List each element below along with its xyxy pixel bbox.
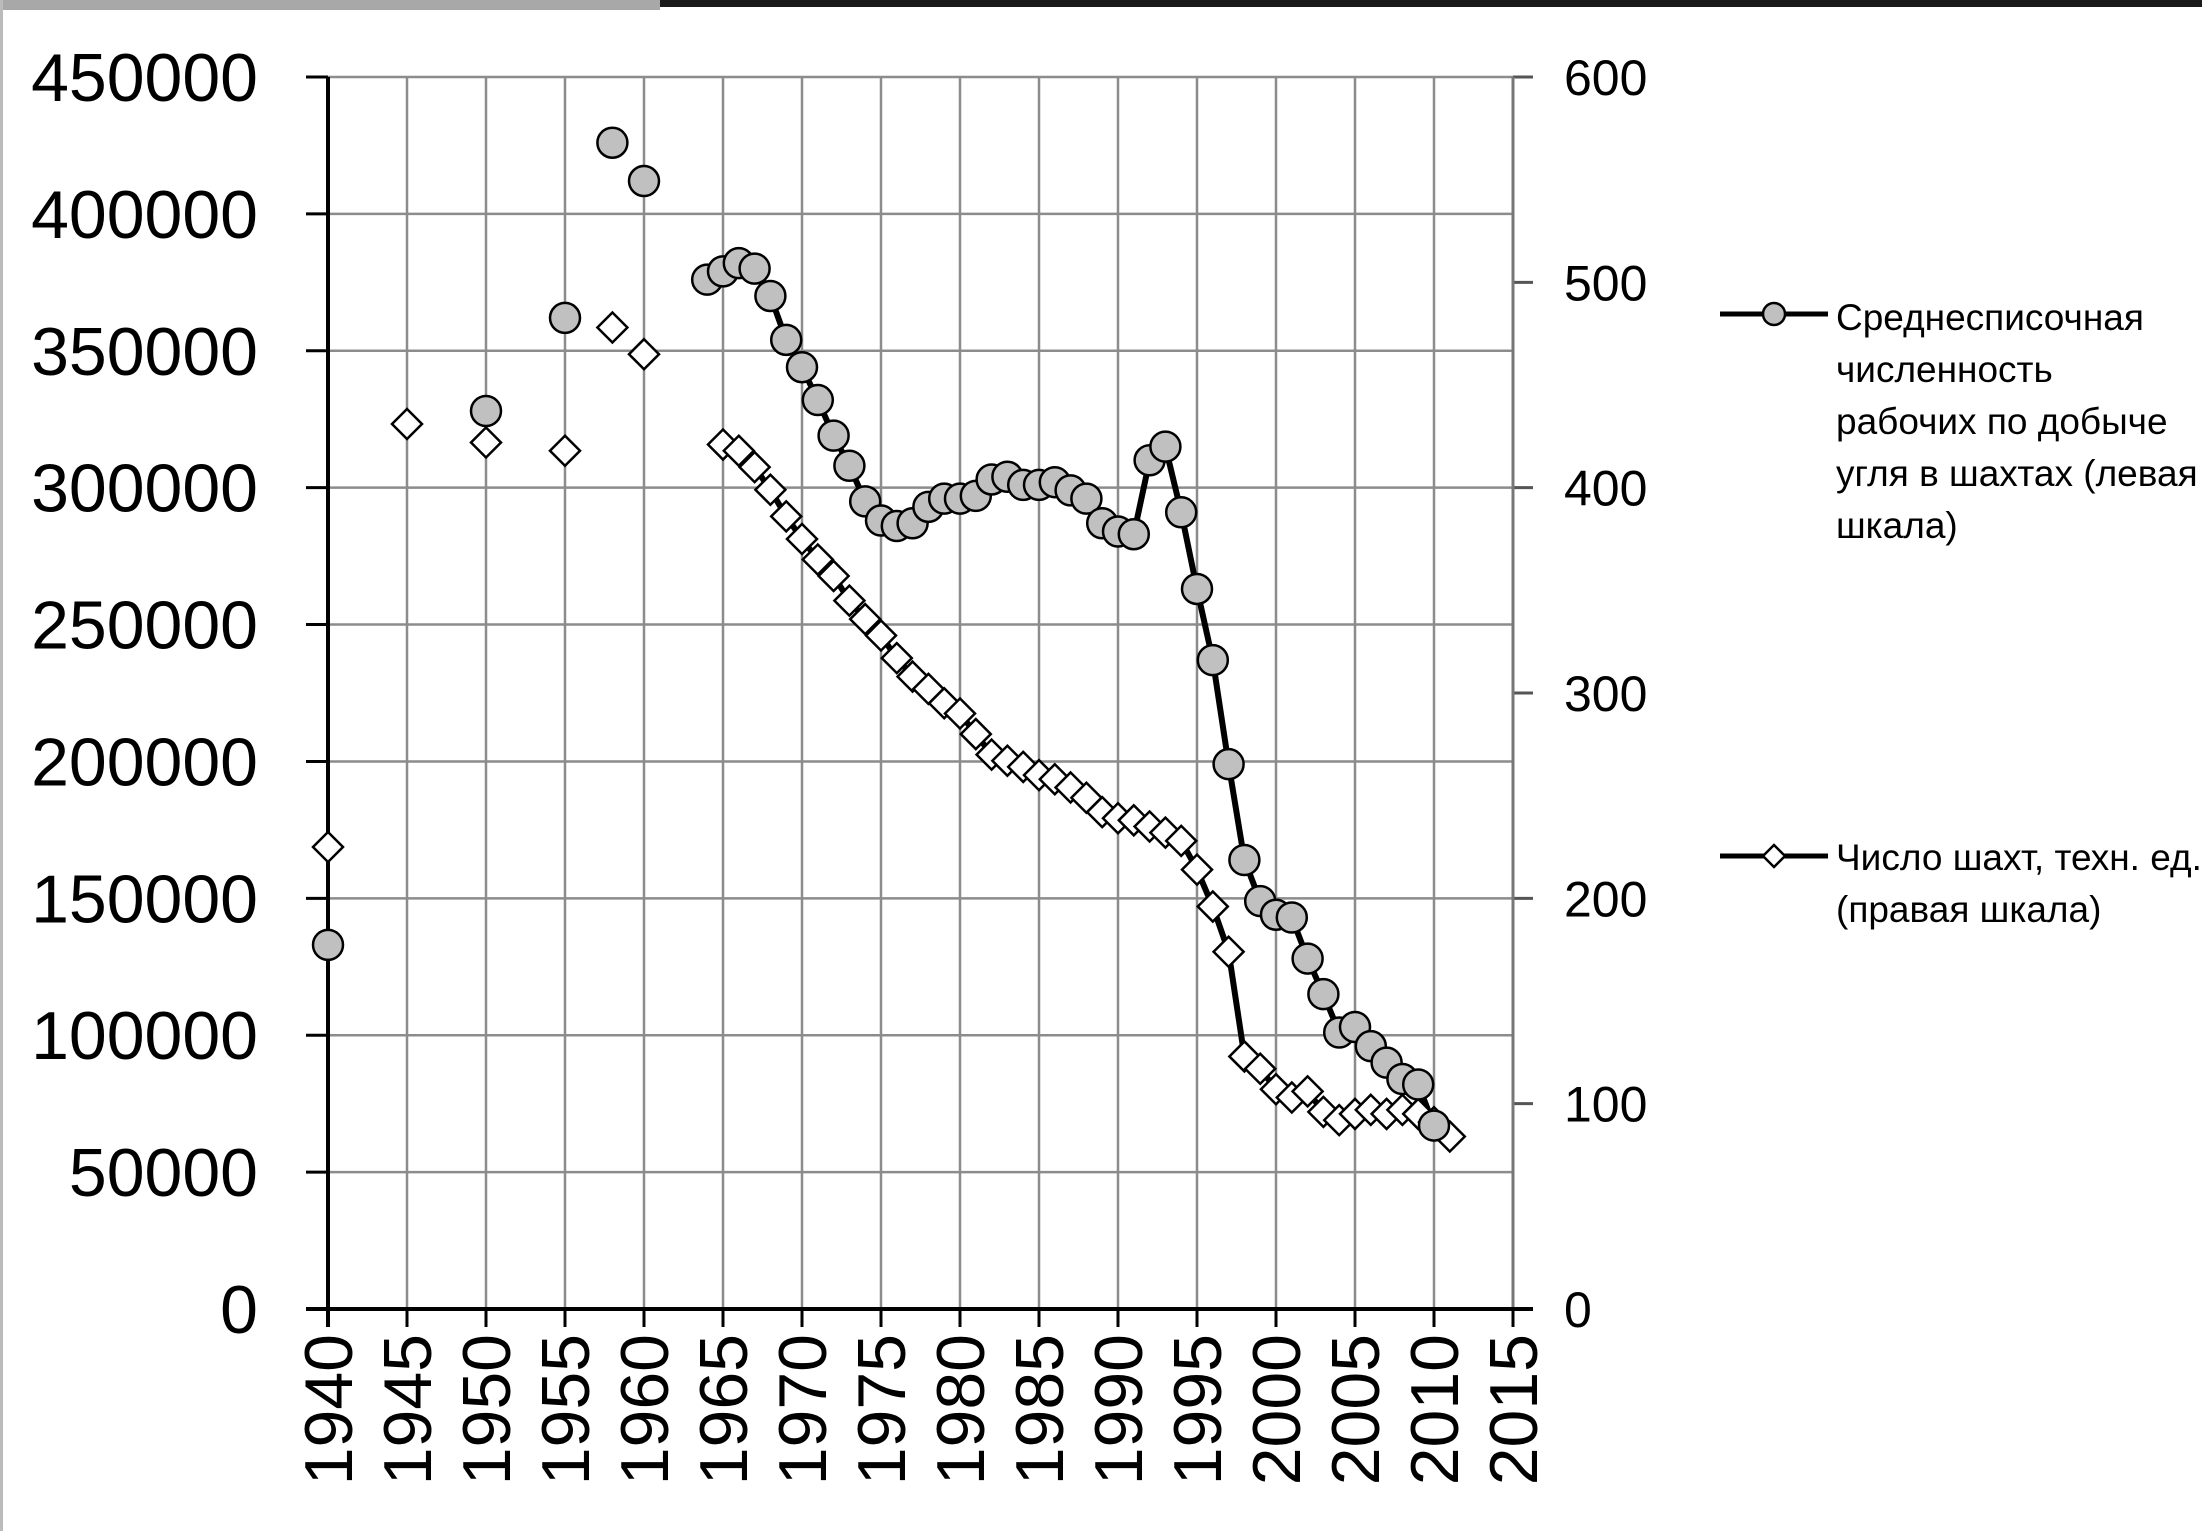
data-point-mines	[848, 602, 882, 636]
data-point-mines	[737, 450, 772, 484]
data-point-mines	[548, 433, 582, 468]
x-tick-label: 1955	[528, 1334, 604, 1485]
data-point-workers	[785, 350, 819, 384]
data-point-mines	[959, 717, 993, 751]
data-point-mines	[390, 407, 424, 441]
data-point-workers	[801, 383, 835, 417]
data-point-workers	[1070, 482, 1103, 515]
x-tick-label: 1940	[291, 1334, 367, 1485]
x-tick-label: 2000	[1239, 1334, 1315, 1485]
window-left-border	[0, 0, 3, 1531]
left-tick-label: 400000	[31, 177, 258, 253]
data-point-mines	[722, 433, 756, 468]
data-point-workers	[1401, 1068, 1435, 1101]
right-tick-label: 500	[1564, 255, 1647, 311]
left-tick-label: 350000	[31, 314, 258, 390]
data-point-mines	[1164, 824, 1198, 858]
left-tick-label: 300000	[31, 451, 258, 527]
window-tab-strip	[0, 0, 660, 10]
data-point-mines	[311, 830, 345, 864]
right-tick-label: 0	[1564, 1282, 1592, 1338]
data-point-mines	[1211, 934, 1246, 969]
x-tick-label: 2010	[1397, 1334, 1473, 1485]
data-point-mines	[595, 310, 630, 345]
right-tick-label: 100	[1564, 1077, 1647, 1133]
data-point-mines	[880, 641, 914, 675]
x-tick-label: 1960	[607, 1334, 683, 1485]
data-point-workers	[1164, 496, 1198, 529]
data-point-workers	[769, 323, 803, 357]
x-tick-label: 1950	[449, 1334, 525, 1485]
legend-label-workers: Среднесписочная численность рабочих по д…	[1836, 297, 2198, 546]
data-point-workers	[1307, 977, 1340, 1011]
data-point-workers	[1117, 517, 1151, 551]
data-point-mines	[769, 499, 803, 534]
x-tick-label: 2015	[1476, 1334, 1552, 1485]
data-point-mines	[753, 472, 788, 507]
legend	[1720, 301, 1828, 869]
left-tick-label: 450000	[31, 40, 258, 116]
legend-label-mines: Число шахт, техн. ед. (правая шкала)	[1836, 837, 2202, 930]
data-point-mines	[816, 559, 851, 593]
x-tick-label: 1970	[765, 1334, 841, 1485]
data-point-workers	[1196, 643, 1230, 677]
left-tick-label: 50000	[69, 1135, 258, 1211]
data-point-workers	[1275, 901, 1309, 934]
axes	[306, 75, 1533, 1327]
data-point-mines	[785, 522, 819, 556]
data-point-mines	[1180, 852, 1214, 887]
data-point-workers	[833, 449, 866, 483]
x-tick-label: 2005	[1318, 1334, 1394, 1485]
data-point-mines	[832, 583, 867, 618]
data-point-workers	[548, 301, 582, 335]
series-markers	[311, 126, 1467, 1154]
left-tick-label: 100000	[31, 998, 258, 1074]
legend-marker-workers	[1761, 301, 1787, 327]
right-tick-label: 400	[1564, 461, 1647, 517]
data-point-workers	[1212, 747, 1245, 781]
data-point-mines	[1290, 1074, 1325, 1109]
legend-marker-mines	[1761, 843, 1787, 869]
data-point-mines	[864, 618, 898, 653]
tick-labels: 1940 1945 1950 1955 1960 1965 1970 1975 1980 1985…	[31, 40, 1647, 1485]
right-tick-label: 600	[1564, 50, 1647, 106]
data-point-mines	[1196, 889, 1230, 924]
data-point-mines	[943, 696, 977, 731]
x-tick-label: 1975	[844, 1334, 920, 1485]
x-tick-label: 1990	[1081, 1334, 1157, 1485]
data-point-mines	[1243, 1051, 1277, 1086]
data-point-mines	[469, 425, 503, 460]
data-point-workers	[627, 164, 661, 198]
data-point-workers	[596, 126, 629, 159]
data-point-workers	[817, 419, 850, 452]
data-point-workers	[1291, 942, 1324, 975]
data-point-workers	[1417, 1109, 1451, 1142]
right-tick-label: 300	[1564, 666, 1647, 722]
window-top-border	[0, 0, 2202, 7]
data-point-workers	[1228, 843, 1261, 877]
left-tick-label: 200000	[31, 724, 258, 800]
x-tick-label: 1995	[1160, 1334, 1236, 1485]
left-tick-label: 250000	[31, 588, 258, 664]
x-tick-label: 1985	[1002, 1334, 1078, 1485]
x-tick-label: 1965	[686, 1334, 762, 1485]
data-point-workers	[311, 928, 345, 962]
data-point-workers	[1180, 572, 1214, 606]
data-point-workers	[754, 279, 787, 313]
left-tick-label: 150000	[31, 861, 258, 937]
data-point-mines	[801, 542, 835, 577]
data-point-workers	[738, 252, 771, 285]
x-tick-label: 1945	[370, 1334, 446, 1485]
right-tick-label: 200	[1564, 871, 1647, 927]
x-tick-label: 1980	[923, 1334, 999, 1485]
data-point-workers	[469, 394, 503, 428]
data-point-workers	[1149, 430, 1182, 463]
left-tick-label: 0	[220, 1272, 258, 1348]
data-point-mines	[627, 337, 661, 371]
